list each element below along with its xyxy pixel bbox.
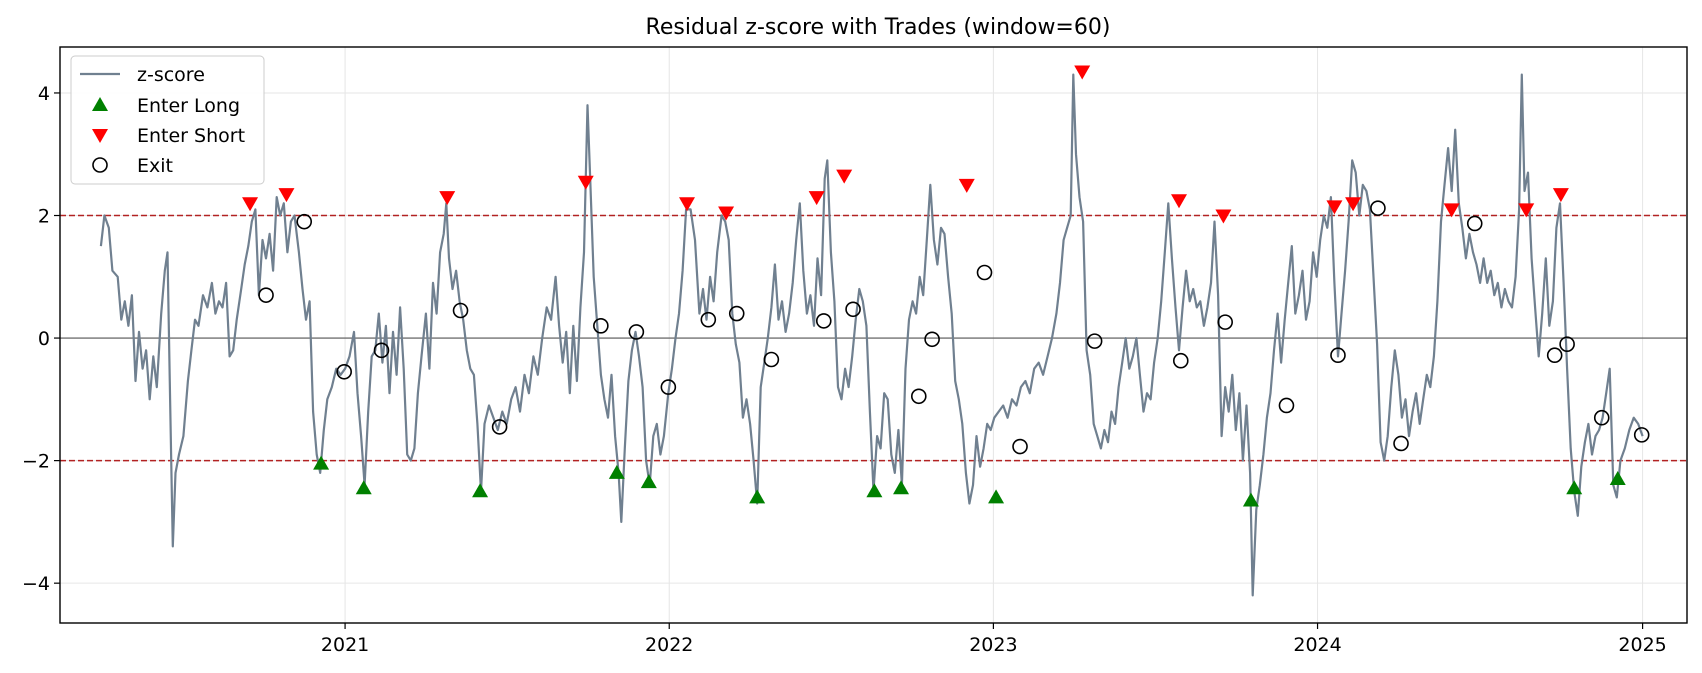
exit-marker (296, 213, 313, 230)
exit-marker (1593, 409, 1610, 426)
legend: z-score Enter Long Enter Short Exit (70, 55, 265, 185)
exit-marker (976, 264, 993, 281)
exit-marker (1559, 336, 1575, 352)
legend-label: z-score (137, 64, 205, 86)
enter-long-marker (893, 480, 910, 495)
enter-long-marker (866, 483, 883, 498)
exit-marker (1086, 333, 1103, 349)
enter-short-marker (278, 188, 295, 203)
exit-marker (593, 318, 609, 334)
plot-frame (59, 46, 1688, 624)
enter-long-marker (988, 489, 1005, 504)
enter-long-marker (1566, 480, 1583, 495)
exit-marker (373, 342, 390, 359)
exit-marker (1012, 438, 1028, 455)
legend-swatch-exit (92, 157, 108, 173)
x-tick-label: 2025 (1618, 634, 1666, 656)
exit-marker (1393, 435, 1409, 452)
x-tick-label: 2024 (1293, 634, 1341, 656)
exit-marker (1466, 215, 1483, 232)
exit-marker (815, 313, 832, 329)
exit-marker (1172, 352, 1189, 369)
enter-short-marker (242, 197, 259, 212)
exit-marker (845, 301, 861, 318)
enter-short-marker (1443, 203, 1460, 218)
enter-long-marker (608, 464, 625, 479)
y-tick-label: 2 (38, 206, 50, 228)
enter-short-marker (1171, 194, 1188, 209)
exit-marker (910, 388, 927, 405)
x-axis: 2021 2022 2023 2024 2025 (321, 623, 1667, 656)
exit-marker (1546, 347, 1563, 364)
enter-short-marker (577, 175, 594, 190)
enter-long-marker (355, 480, 372, 495)
y-tick-label: −2 (22, 451, 50, 473)
enter-long-marker (313, 455, 330, 470)
enter-short-marker (808, 191, 825, 206)
exit-marker (924, 331, 940, 348)
enter-short-marker (439, 191, 456, 206)
enter-short-marker (1215, 209, 1232, 224)
legend-swatch-short (92, 129, 108, 143)
exit-marker (1278, 397, 1295, 414)
exit-marker (336, 363, 352, 380)
y-tick-label: 4 (38, 83, 50, 105)
enter-short-marker (718, 206, 735, 221)
reference-lines (60, 214, 1687, 462)
exit-marker (628, 324, 645, 340)
enter-short-marker (958, 178, 975, 193)
enter-long-marker (1609, 471, 1626, 485)
exit-marker (728, 305, 745, 322)
x-tick-label: 2022 (645, 634, 693, 656)
exit-marker (660, 379, 677, 395)
y-axis: −4 −2 0 2 4 (22, 83, 60, 595)
enter-short-marker (836, 169, 853, 184)
zscore-series (99, 73, 1644, 597)
x-tick-label: 2021 (321, 634, 369, 656)
legend-label: Enter Short (137, 125, 245, 147)
exit-marker (1633, 427, 1650, 443)
exit-marker (763, 351, 780, 368)
y-tick-label: −4 (22, 573, 50, 595)
enter-short-marker (1345, 197, 1362, 212)
grid (60, 47, 1687, 623)
x-tick-label: 2023 (969, 634, 1017, 656)
y-tick-label: 0 (38, 328, 50, 350)
enter-long-marker (749, 489, 766, 504)
exit-marker (258, 287, 274, 303)
exit-marker (1330, 347, 1346, 364)
zscore-line (99, 73, 1644, 597)
chart-title: Residual z-score with Trades (window=60) (646, 15, 1111, 40)
legend-label: Exit (137, 155, 173, 177)
legend-label: Enter Long (137, 95, 240, 117)
exit-marker (1370, 200, 1386, 216)
enter-short-marker (1326, 200, 1343, 215)
enter-short-marker (1074, 65, 1091, 80)
enter-long-marker (640, 474, 657, 489)
exit-marker (491, 419, 508, 435)
enter-short-marker (678, 197, 695, 212)
exit-marker (452, 302, 469, 319)
legend-box (70, 55, 265, 185)
exit-marker (700, 311, 717, 328)
enter-short-marker (1518, 203, 1535, 218)
trade-markers (242, 65, 1650, 507)
exit-marker (1217, 314, 1233, 330)
enter-long-marker (1242, 492, 1259, 507)
enter-long-marker (472, 483, 489, 498)
legend-swatch-long (92, 97, 108, 111)
enter-short-marker (1552, 188, 1569, 203)
